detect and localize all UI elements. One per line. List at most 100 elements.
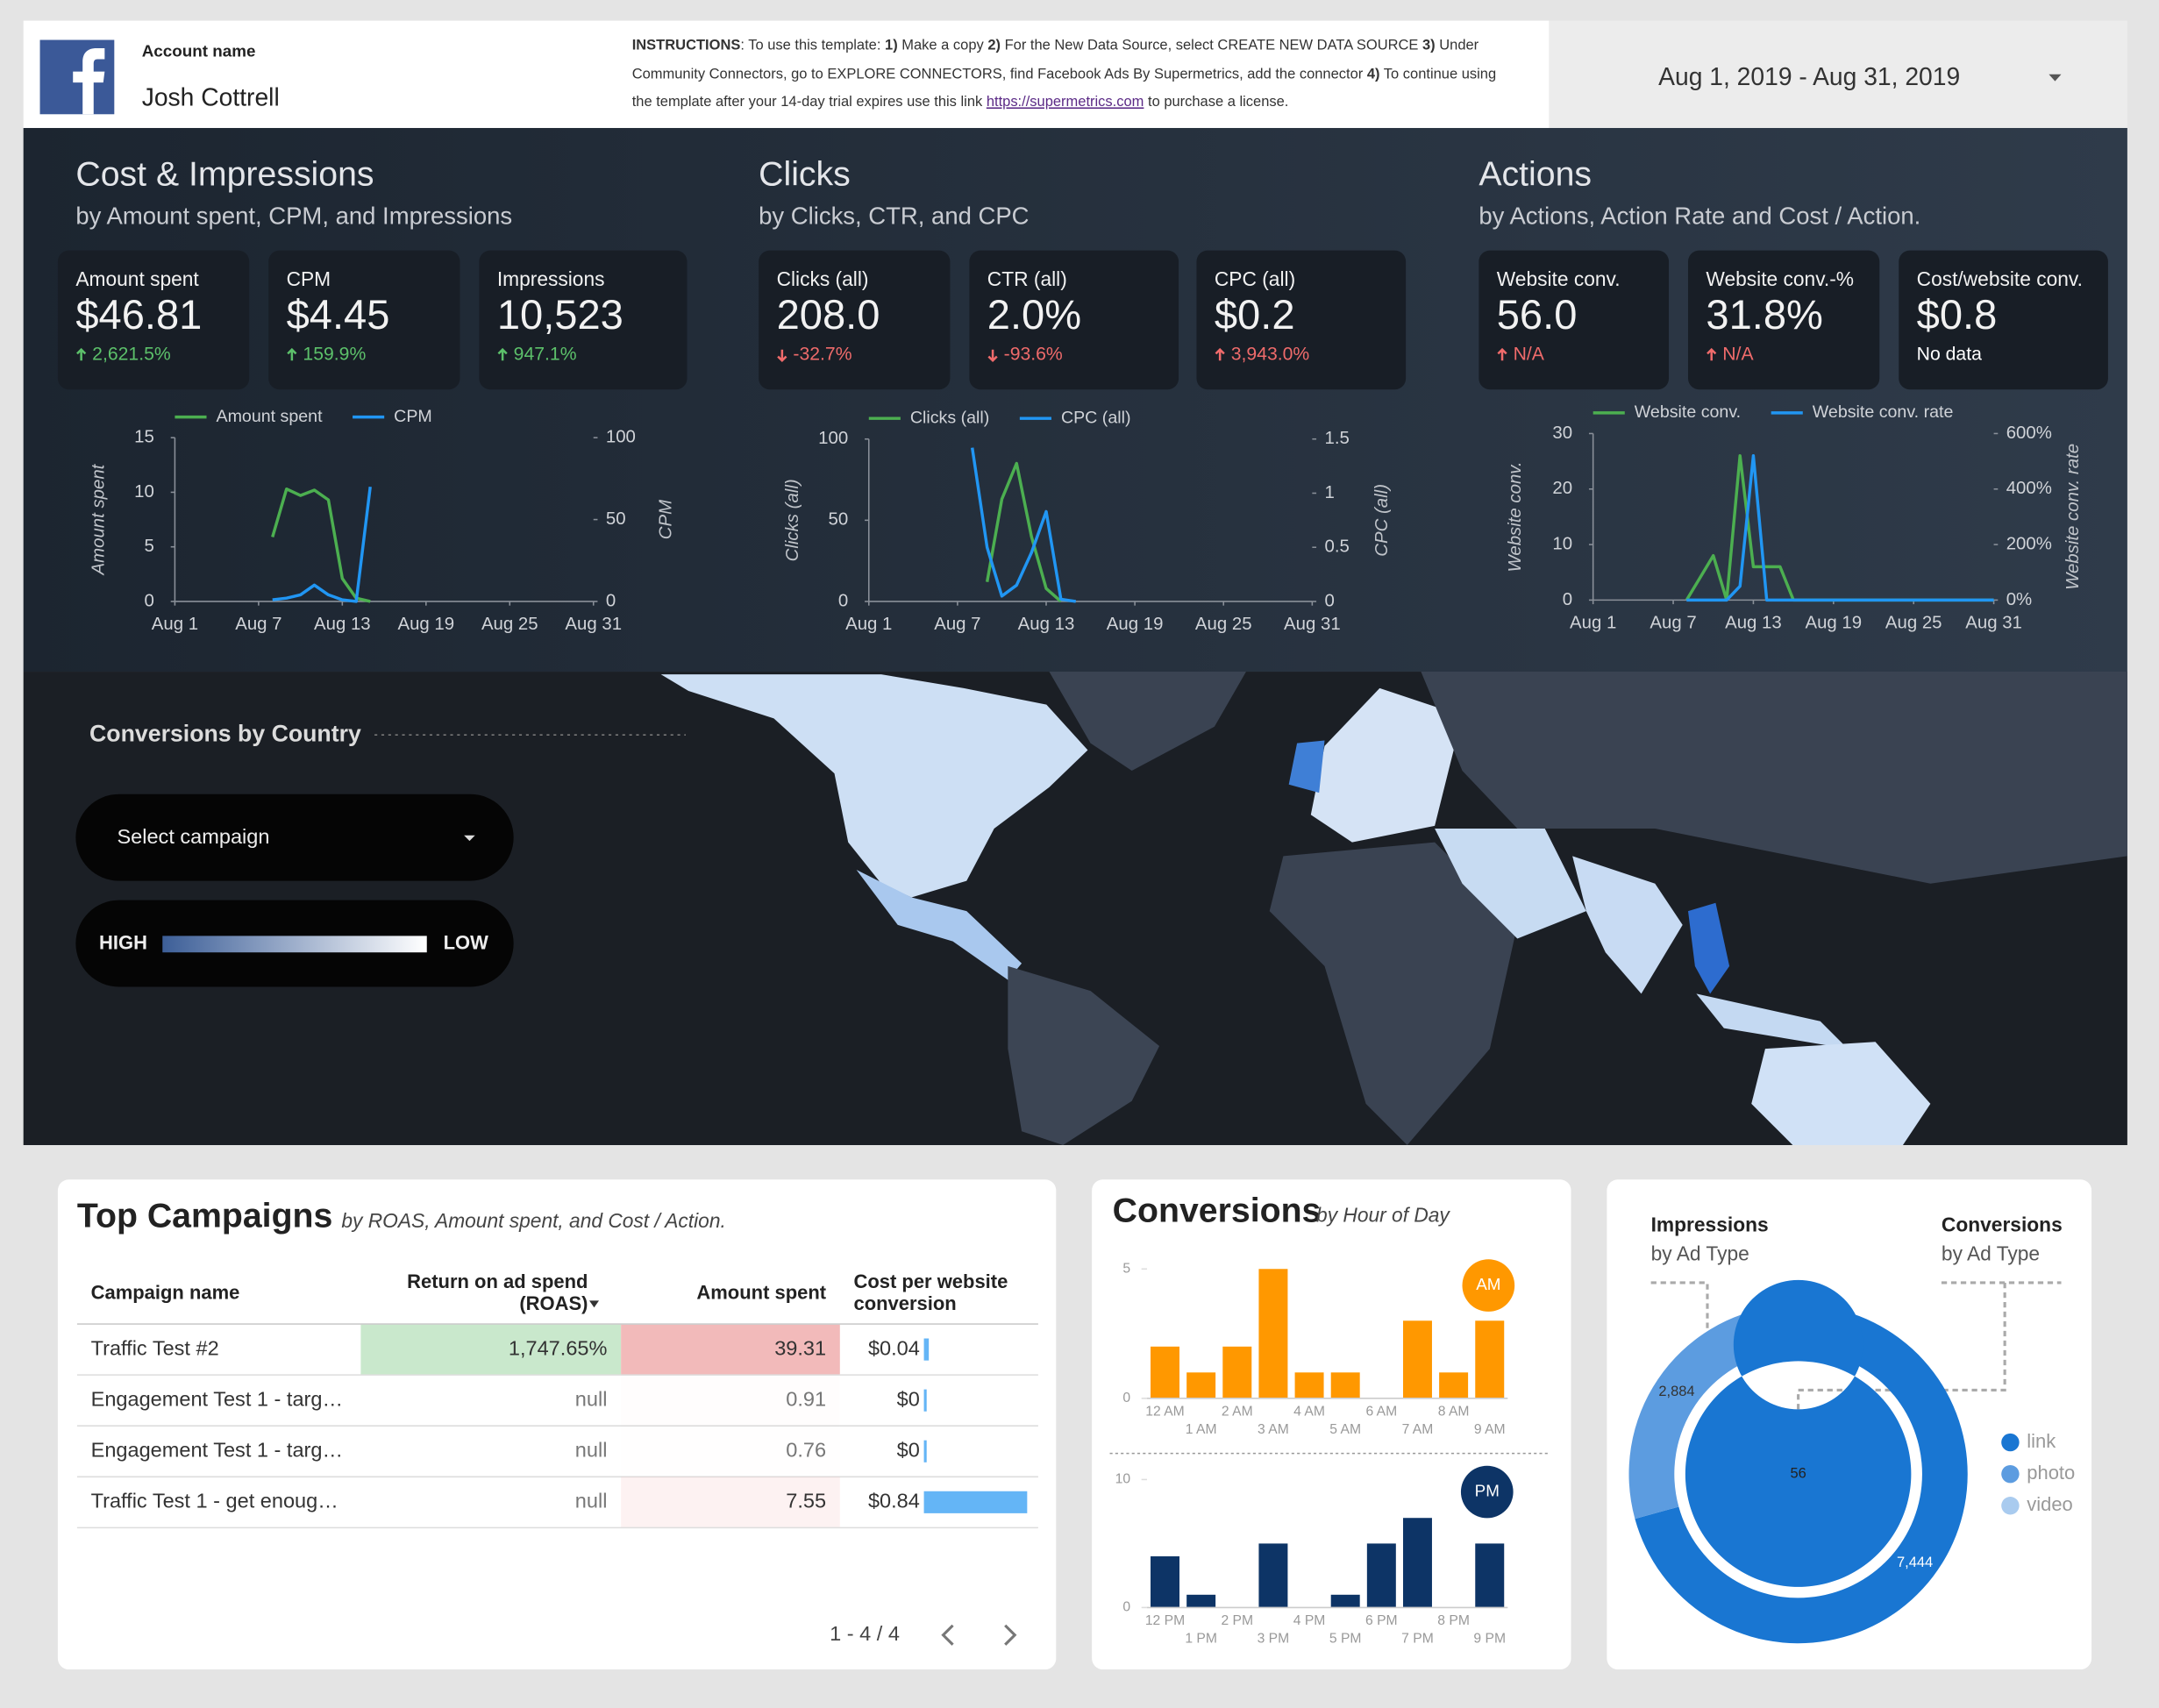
column-header: Cost per website <box>853 1270 1008 1292</box>
column-header: conversion <box>853 1292 956 1314</box>
bar <box>1330 1372 1360 1398</box>
scorecard-change: -32.7% <box>793 345 851 365</box>
scorecard <box>1688 250 1880 390</box>
y2-axis-title: CPC (all) <box>1372 484 1392 557</box>
y2-tick-label: 200% <box>2006 534 2052 553</box>
y2-axis-title: CPM <box>656 500 675 539</box>
card-subtitle: by ROAS, Amount spent, and Cost / Action… <box>341 1209 725 1232</box>
y2-tick-label: 600% <box>2006 423 2052 443</box>
amount-cell: 0.76 <box>786 1438 826 1461</box>
column-header: (ROAS) <box>519 1292 588 1314</box>
country <box>1751 1042 1931 1145</box>
legend-gradient <box>162 936 427 953</box>
instruction-text: To continue using the template after you… <box>631 65 1497 110</box>
scorecard-label: Amount spent <box>75 267 199 290</box>
roas-cell: 1,747.65% <box>509 1336 608 1359</box>
y2-tick-label: 0 <box>606 591 616 610</box>
scorecard-value: $46.81 <box>75 291 202 338</box>
x-tick-label: Aug 25 <box>481 615 538 634</box>
scorecard <box>268 250 460 390</box>
campaign-name: Engagement Test 1 - targ… <box>91 1438 343 1461</box>
bar <box>1222 1346 1252 1398</box>
y-tick-label: 10 <box>134 482 154 502</box>
cost-bar <box>923 1338 930 1361</box>
instruction-text: to purchase a license. <box>1144 93 1289 110</box>
x-tick-label: 5 AM <box>1329 1422 1361 1437</box>
x-tick-label: 1 PM <box>1185 1632 1217 1647</box>
data-label: 7,444 <box>1897 1555 1933 1570</box>
donut-segment <box>1685 1279 1912 1587</box>
y-tick-label: 0 <box>838 591 848 610</box>
scorecard <box>57 250 250 390</box>
country <box>856 870 1022 980</box>
x-tick-label: 2 PM <box>1221 1613 1253 1628</box>
country <box>1421 672 2127 884</box>
roas-cell: null <box>575 1438 608 1461</box>
y-tick-label: 0 <box>1122 1391 1130 1406</box>
next-page[interactable] <box>1004 1624 1017 1646</box>
x-tick-label: Aug 19 <box>1107 615 1164 634</box>
country <box>1008 965 1160 1145</box>
link[interactable]: https://supermetrics.com <box>986 93 1144 110</box>
world-map <box>660 672 2127 1145</box>
trend-arrow <box>287 347 297 361</box>
x-tick-label: Aug 31 <box>1965 613 2022 632</box>
country <box>1310 687 1463 843</box>
x-tick-label: Aug 13 <box>1725 613 1782 632</box>
x-tick-label: 12 AM <box>1145 1405 1184 1420</box>
scorecard-label: CPM <box>287 267 331 290</box>
x-tick-label: 3 PM <box>1258 1632 1290 1647</box>
y-tick-label: 10 <box>1115 1472 1131 1487</box>
y-tick-label: 30 <box>1552 423 1572 443</box>
connector <box>1650 1281 2062 1418</box>
prev-page[interactable] <box>941 1624 954 1646</box>
legend-low: LOW <box>444 932 489 954</box>
y-axis-title: Amount spent <box>89 463 108 575</box>
dropdown-arrow[interactable] <box>2049 74 2062 82</box>
column-header: Return on ad spend <box>407 1270 588 1292</box>
scorecard-label: CPC (all) <box>1215 267 1295 290</box>
trend-arrow <box>1707 347 1717 361</box>
campaign-select[interactable] <box>75 794 514 881</box>
roas-cell: null <box>575 1387 608 1410</box>
instruction-text: 1) <box>885 37 898 54</box>
card-title: Top Campaigns <box>77 1197 332 1235</box>
x-tick-label: Aug 31 <box>565 615 622 634</box>
trend-arrow <box>777 349 787 363</box>
instruction-text: 2) <box>987 37 1001 54</box>
country <box>1049 672 1246 772</box>
section-subtitle: by Actions, Action Rate and Cost / Actio… <box>1479 202 1920 229</box>
instruction-text: 3) <box>1422 37 1436 54</box>
section-subtitle: by Amount spent, CPM, and Impressions <box>75 202 512 229</box>
y2-tick-label: 1.5 <box>1324 429 1349 448</box>
y-tick-label: 15 <box>134 428 154 447</box>
campaign-name: Engagement Test 1 - targ… <box>91 1387 343 1410</box>
date-bar[interactable] <box>1549 20 2127 128</box>
bar <box>1439 1372 1469 1398</box>
pagination: 1 - 4 / 4 <box>830 1622 900 1645</box>
x-tick-label: 8 PM <box>1437 1613 1470 1628</box>
bar <box>1186 1594 1216 1608</box>
x-tick-label: Aug 1 <box>1570 613 1616 632</box>
y-tick-label: 5 <box>1122 1261 1130 1276</box>
scorecard-change: N/A <box>1722 345 1754 365</box>
scorecard-label: Website conv. <box>1497 267 1621 290</box>
x-tick-label: 9 AM <box>1474 1422 1506 1437</box>
x-tick-label: 4 PM <box>1293 1613 1326 1628</box>
scorecard-change: -93.6% <box>1004 345 1063 365</box>
legend-label: Amount spent <box>217 407 324 426</box>
cost-bar <box>923 1440 927 1462</box>
legend-high: HIGH <box>99 932 147 954</box>
cost-cell: $0 <box>897 1387 920 1410</box>
cost-cell: $0.84 <box>868 1490 920 1512</box>
heat-cell <box>621 1477 840 1528</box>
scorecard-value: 10,523 <box>497 291 623 338</box>
dropdown-arrow[interactable] <box>464 835 475 842</box>
scorecard <box>1196 250 1407 390</box>
scorecard <box>1479 250 1670 390</box>
campaign-select-label[interactable]: Select campaign <box>117 825 269 848</box>
instruction-text: Under Community Connectors, go to EXPLOR… <box>631 37 1479 82</box>
date-range[interactable]: Aug 1, 2019 - Aug 31, 2019 <box>1658 62 1960 90</box>
x-tick-label: Aug 1 <box>845 615 892 634</box>
scorecard-change: 947.1% <box>514 345 577 365</box>
